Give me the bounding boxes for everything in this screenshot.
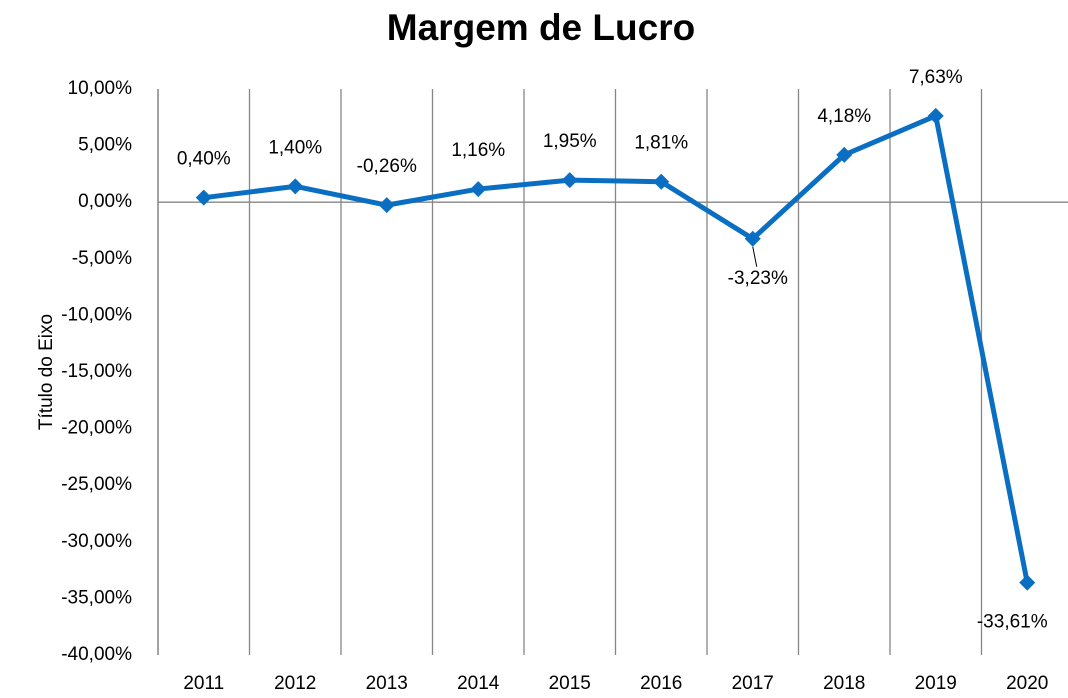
data-label: 1,81%: [634, 133, 688, 154]
x-tick-label: 2014: [457, 673, 500, 694]
data-marker: [378, 197, 395, 214]
data-marker: [653, 173, 670, 190]
y-tick-label: 10,00%: [68, 78, 133, 99]
data-label: 7,63%: [909, 67, 963, 88]
y-tick-label: -15,00%: [61, 361, 132, 382]
x-tick-label: 2012: [274, 673, 316, 694]
y-tick-label: -40,00%: [61, 644, 132, 665]
data-label: -0,26%: [357, 156, 417, 177]
y-tick-label: -20,00%: [61, 418, 132, 439]
y-tick-label: -10,00%: [61, 304, 132, 325]
x-tick-label: 2013: [366, 673, 408, 694]
y-tick-label: 0,00%: [78, 191, 132, 212]
data-label: 1,16%: [451, 140, 505, 161]
data-label: -3,23%: [728, 268, 788, 289]
y-tick-label: -35,00%: [61, 587, 132, 608]
y-axis-title: Título do Eixo: [36, 314, 57, 430]
data-label: -33,61%: [977, 612, 1048, 633]
data-marker: [195, 189, 212, 206]
data-marker: [927, 107, 944, 124]
y-tick-label: -30,00%: [61, 531, 132, 552]
x-tick-label: 2018: [823, 673, 865, 694]
y-tick-label: 5,00%: [78, 135, 132, 156]
chart-title: Margem de Lucro: [387, 7, 695, 48]
data-label: 0,40%: [177, 149, 231, 170]
x-tick-label: 2017: [732, 673, 774, 694]
x-tick-label: 2016: [640, 673, 682, 694]
data-marker: [470, 181, 487, 198]
x-tick-label: 2011: [183, 673, 224, 694]
x-tick-label: 2015: [549, 673, 591, 694]
y-tick-label: -25,00%: [61, 474, 132, 495]
data-marker: [744, 230, 761, 247]
data-marker: [836, 146, 853, 163]
data-marker: [287, 178, 304, 195]
y-tick-label: -5,00%: [72, 248, 132, 269]
leader-line: [752, 246, 758, 267]
x-tick-label: 2020: [1006, 673, 1048, 694]
data-label: 1,95%: [543, 131, 597, 152]
x-tick-label: 2019: [915, 673, 957, 694]
data-label: 1,40%: [268, 137, 322, 158]
data-line: [203, 113, 1030, 584]
data-marker: [1019, 574, 1036, 591]
data-marker: [561, 172, 578, 189]
data-label: 4,18%: [817, 106, 871, 127]
